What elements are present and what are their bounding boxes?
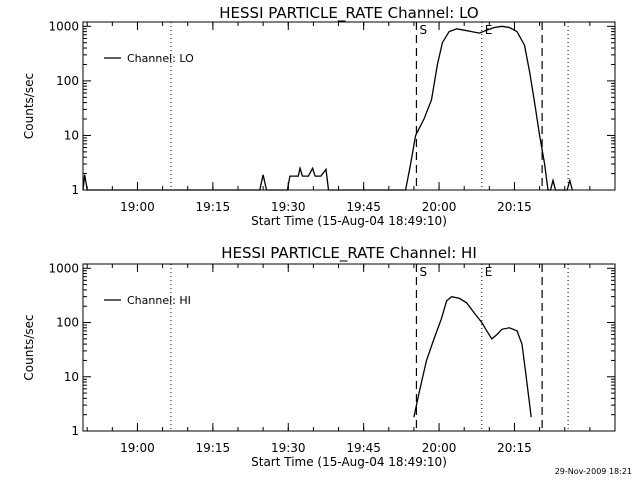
series-line: [82, 25, 573, 191]
chart-title: HESSI PARTICLE_RATE Channel: LO: [219, 4, 478, 23]
legend-entry: Channel: LO: [127, 52, 194, 65]
x-tick-label: 19:45: [346, 200, 381, 214]
y-tick-label: 100: [56, 316, 79, 330]
chart-panel-lo: HESSI PARTICLE_RATE Channel: LO Counts/se…: [22, 4, 616, 228]
x-axis-label: Start Time (15-Aug-04 18:49:10): [251, 455, 447, 469]
x-tick-label: 19:00: [120, 200, 155, 214]
series-line: [413, 295, 532, 418]
y-tick-label: 100: [56, 74, 79, 88]
x-tick-label: 20:15: [497, 441, 532, 455]
footer-timestamp: 29-Nov-2009 18:21: [555, 467, 632, 476]
x-tick-label: 19:15: [196, 200, 231, 214]
chart-panel-hi: HESSI PARTICLE_RATE Channel: HI Counts/se…: [22, 244, 616, 469]
y-axis-label: Counts/sec: [22, 73, 36, 139]
y-axis-label: Counts/sec: [22, 314, 36, 380]
plot-frame: [82, 263, 616, 432]
x-tick-label: 19:30: [271, 441, 306, 455]
x-tick-label: 19:00: [120, 441, 155, 455]
y-tick-label: 1: [71, 183, 79, 197]
y-tick-label: 1: [71, 424, 79, 438]
x-tick-label: 20:00: [422, 200, 457, 214]
x-tick-label: 20:15: [497, 200, 532, 214]
x-tick-label: 19:15: [196, 441, 231, 455]
y-tick-label: 10: [64, 370, 79, 384]
x-tick-label: 20:00: [422, 441, 457, 455]
y-tick-label: 1000: [48, 261, 79, 275]
x-tick-label: 19:30: [271, 200, 306, 214]
time-marker-label: S: [419, 23, 427, 37]
x-axis-label: Start Time (15-Aug-04 18:49:10): [251, 214, 447, 228]
x-tick-label: 19:45: [346, 441, 381, 455]
time-marker-label: E: [485, 265, 493, 279]
y-tick-label: 10: [64, 128, 79, 142]
legend-entry: Channel: HI: [127, 294, 191, 307]
y-tick-label: 1000: [48, 19, 79, 33]
chart-title: HESSI PARTICLE_RATE Channel: HI: [221, 244, 477, 263]
time-marker-label: S: [419, 265, 427, 279]
